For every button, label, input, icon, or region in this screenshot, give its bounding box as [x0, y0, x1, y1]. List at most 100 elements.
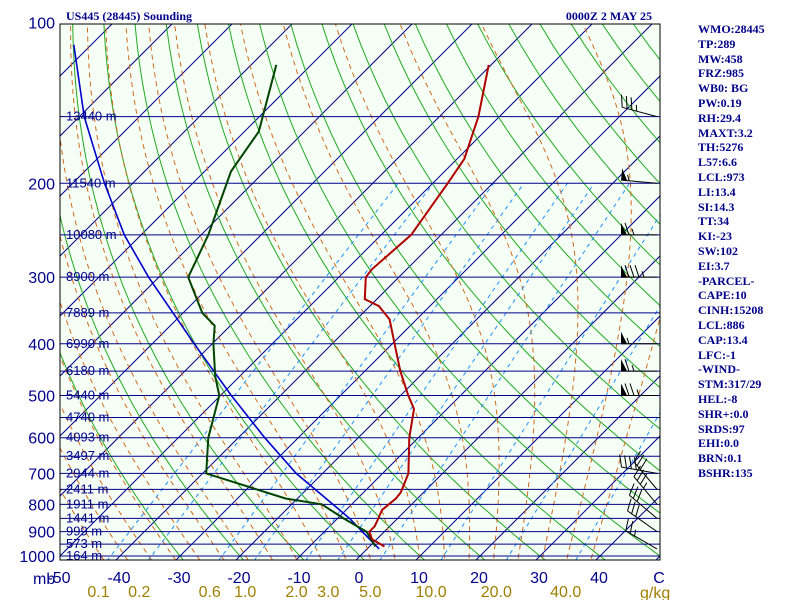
height-label: 8900 m — [66, 269, 109, 284]
isotherm-line — [60, 24, 413, 377]
height-label: 2944 m — [66, 465, 109, 480]
wind-barb-flag — [630, 97, 633, 110]
temperature-tick-label: -10 — [287, 570, 310, 587]
mixing-ratio-line — [505, 305, 660, 560]
temperature-tick-label: 40 — [590, 570, 608, 587]
wind-barb-half-flag — [627, 174, 630, 181]
temperature-trace-line — [363, 64, 490, 548]
height-label: 13440 m — [66, 109, 117, 124]
moist-adiabat-line — [60, 300, 201, 560]
wind-barb-flag — [625, 518, 629, 532]
plot-frame — [59, 23, 661, 561]
dry-adiabat-line — [227, 24, 607, 560]
wind-barb-half-flag — [631, 228, 635, 236]
temperature-tick-label: 0 — [355, 570, 364, 587]
isotherm-line — [175, 75, 660, 560]
dry-adiabat-line — [165, 24, 486, 560]
height-label: 4093 m — [66, 430, 109, 445]
wind-barb-half-flag — [636, 389, 640, 396]
index-row: LFC:-1 — [698, 347, 736, 362]
wind-barb — [621, 168, 658, 184]
height-label: 11540 m — [66, 175, 116, 190]
isotherm-line — [355, 255, 660, 560]
index-row: -PARCEL- — [698, 273, 755, 288]
index-row: TP:289 — [698, 36, 736, 51]
isotherm-line — [415, 315, 660, 560]
index-row: MW:458 — [698, 51, 743, 66]
moist-adiabat-line — [125, 24, 347, 560]
wind-barb-flag — [629, 521, 634, 534]
height-label: 2411 m — [66, 481, 108, 496]
index-row: TT:34 — [698, 214, 730, 229]
height-label: 1911 m — [66, 496, 108, 511]
dry-adiabat-line — [196, 24, 546, 560]
wind-barb-half-flag — [641, 271, 645, 278]
index-row: -WIND- — [698, 362, 740, 377]
moist-adiabat-line — [204, 24, 421, 560]
index-row: TH:5276 — [698, 140, 744, 155]
wind-barb — [620, 265, 658, 278]
wind-barb — [620, 383, 658, 396]
wind-barb-flag — [634, 265, 640, 278]
mixing-ratio-tick-label: 40.0 — [550, 584, 581, 600]
wind-barb — [620, 331, 658, 345]
isotherm-line — [535, 435, 660, 560]
wind-barb-pennant — [621, 359, 627, 372]
wind-barb-staff — [621, 179, 658, 184]
index-row: LCL:886 — [698, 317, 745, 332]
temperature-tick-label: 30 — [530, 570, 548, 587]
index-row: BSHR:135 — [698, 465, 753, 480]
mixing-ratio-line — [305, 182, 568, 560]
wind-barb-flag — [628, 483, 635, 496]
temperature-tick-label: -20 — [227, 570, 250, 587]
dry-adiabat-line — [60, 213, 245, 560]
mixing-ratio-tick-label: 1.0 — [234, 584, 256, 600]
pressure-tick-label: 800 — [28, 497, 55, 514]
moist-adiabat-line — [60, 446, 129, 560]
height-label: 573 m — [66, 536, 102, 551]
index-row: KI:-23 — [698, 229, 732, 244]
pressure-tick-label: 100 — [28, 16, 55, 33]
pressure-tick-label: 400 — [28, 337, 55, 354]
moist-adiabat-line — [105, 24, 322, 560]
mixing-ratio-line — [254, 182, 525, 560]
wind-barb-flag — [621, 94, 623, 108]
wind-barb-flag — [632, 486, 639, 499]
isotherm-line — [235, 135, 660, 560]
index-row: FRZ:985 — [698, 66, 744, 81]
wind-barb-staff — [622, 106, 658, 118]
pressure-tick-label: 1000 — [19, 549, 55, 566]
moist-adiabat-line — [566, 24, 632, 560]
wind-barb-flag — [635, 504, 640, 517]
moist-adiabat-line — [481, 24, 579, 560]
mixing-ratio-line — [107, 182, 399, 560]
moist-adiabat-line — [60, 133, 249, 560]
mixing-ratio-line — [440, 214, 660, 560]
mixing-ratio-tick-label: 20.0 — [481, 584, 512, 600]
wind-barb-flag — [631, 501, 636, 514]
height-label: 1441 m — [66, 510, 109, 525]
moist-adiabat-line — [240, 24, 445, 560]
wind-barb-half-flag — [643, 482, 648, 489]
wind-barb-flag — [629, 265, 635, 278]
height-label: 164 m — [66, 548, 102, 563]
mixing-ratio-tick-label: 3.0 — [317, 584, 339, 600]
dry-adiabat-line — [72, 24, 305, 560]
mixing-ratio-tick-label: 0.1 — [87, 584, 109, 600]
moist-adiabat-line — [60, 403, 153, 560]
wind-barb-pennant — [621, 168, 628, 181]
stability-index-panel: WMO:28445 TP:289 MW:458 FRZ:985 WB0: BG PW:0.… — [698, 22, 798, 481]
moist-adiabat-line — [60, 488, 105, 560]
wind-barb-staff — [627, 510, 658, 533]
mixing-ratio-tick-label: 2.0 — [285, 584, 307, 600]
wind-barb — [621, 94, 658, 118]
height-label: 7889 m — [66, 305, 109, 320]
index-row: PW:0.19 — [698, 95, 742, 110]
temperature-tick-label: C — [653, 570, 665, 587]
moist-adiabat-line — [334, 24, 500, 560]
wind-barb-staff — [621, 466, 658, 474]
height-label: 10080 m — [66, 227, 117, 242]
isotherm-line — [475, 375, 660, 560]
dry-adiabat-line — [445, 24, 660, 307]
height-label: 6990 m — [66, 336, 109, 351]
